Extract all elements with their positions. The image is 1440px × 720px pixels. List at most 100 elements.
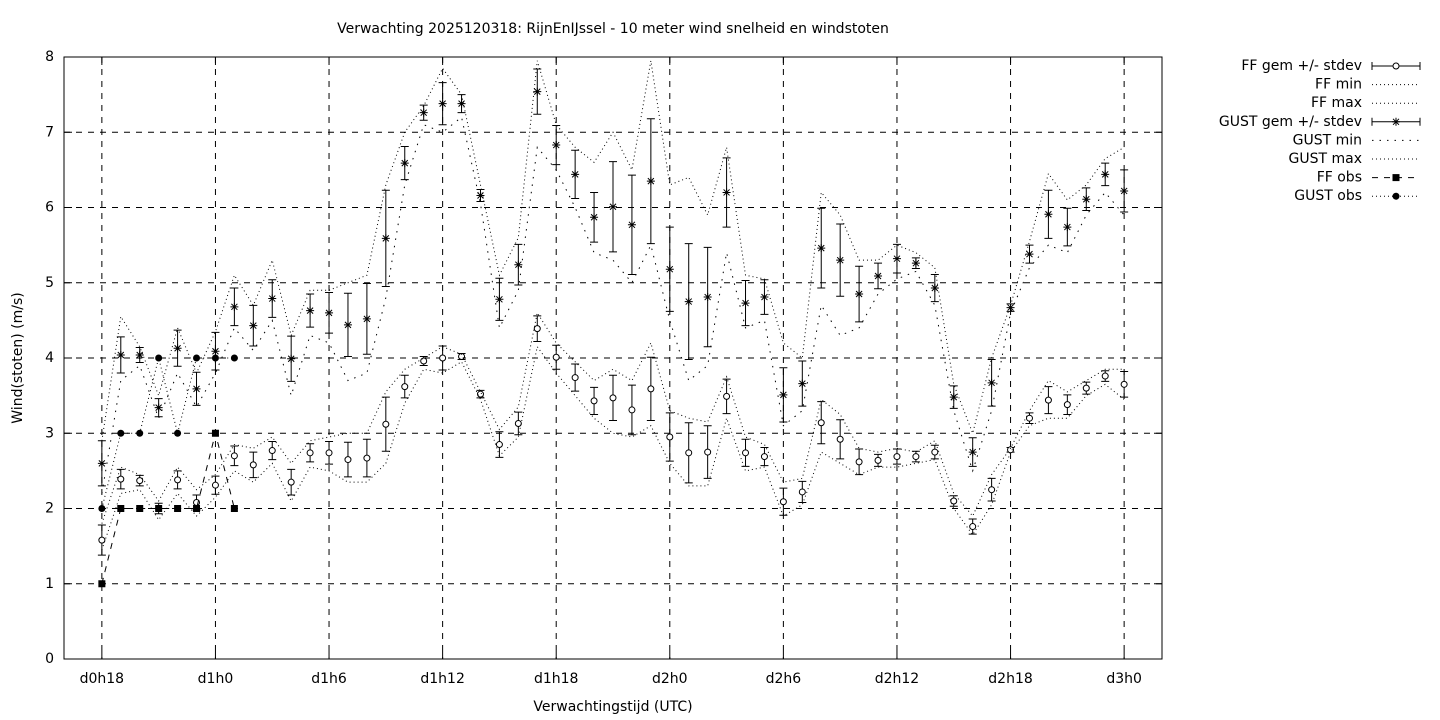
marker — [211, 354, 219, 362]
marker — [438, 99, 447, 108]
marker — [98, 505, 106, 512]
marker — [666, 433, 674, 441]
marker — [401, 383, 409, 391]
marker — [647, 385, 655, 393]
legend-label: GUST gem +/- stdev — [1219, 114, 1362, 130]
marker — [779, 498, 787, 506]
marker — [363, 454, 371, 462]
marker — [684, 297, 693, 306]
marker — [949, 393, 958, 402]
series-line — [101, 60, 1125, 441]
marker — [1063, 223, 1072, 232]
marker — [420, 357, 428, 365]
marker — [135, 350, 144, 359]
marker — [117, 505, 125, 512]
marker — [969, 523, 977, 531]
marker — [136, 505, 144, 512]
marker — [1392, 117, 1400, 126]
marker — [476, 390, 484, 398]
marker — [495, 295, 504, 304]
marker — [685, 449, 693, 457]
marker — [742, 449, 750, 457]
x-tick-label: d2h12 — [875, 671, 919, 687]
marker — [192, 384, 201, 393]
marker — [211, 481, 219, 489]
marker — [741, 299, 750, 308]
marker — [457, 99, 466, 108]
marker — [476, 191, 485, 200]
marker — [287, 478, 295, 486]
y-tick-label: 5 — [45, 275, 54, 291]
marker — [533, 87, 542, 96]
marker — [760, 453, 768, 461]
marker — [798, 488, 806, 496]
legend-label: GUST obs — [1294, 188, 1362, 204]
y-tick-label: 4 — [45, 350, 54, 366]
marker — [590, 213, 599, 222]
marker — [665, 265, 674, 274]
x-tick-label: d1h18 — [534, 671, 578, 687]
marker — [1007, 446, 1015, 454]
marker — [193, 505, 201, 512]
x-tick-label: d1h6 — [311, 671, 347, 687]
marker — [174, 476, 182, 484]
marker — [381, 234, 390, 243]
marker — [590, 397, 598, 405]
marker — [911, 259, 920, 268]
marker — [268, 294, 277, 303]
marker — [817, 419, 825, 427]
x-tick-label: d1h0 — [198, 671, 234, 687]
marker — [987, 378, 996, 387]
marker — [97, 459, 106, 468]
marker — [230, 354, 238, 362]
marker — [155, 505, 163, 512]
marker — [117, 475, 125, 483]
marker — [439, 354, 447, 362]
marker — [722, 188, 731, 197]
marker — [1044, 210, 1053, 219]
marker — [1392, 174, 1400, 182]
marker — [174, 429, 182, 437]
marker — [779, 390, 788, 399]
marker — [609, 394, 617, 402]
series-line — [101, 433, 235, 584]
marker — [552, 353, 560, 361]
marker — [703, 293, 712, 302]
marker — [495, 441, 503, 449]
x-axis-label: Verwachtingstijd (UTC) — [533, 699, 692, 715]
legend-label: GUST min — [1293, 132, 1362, 148]
marker — [1120, 186, 1129, 195]
marker — [268, 447, 276, 455]
marker — [116, 350, 125, 359]
marker — [931, 448, 939, 456]
marker — [968, 448, 977, 457]
marker — [173, 344, 182, 353]
legend-label: FF obs — [1317, 170, 1362, 186]
marker — [950, 497, 958, 505]
marker — [230, 302, 239, 311]
marker — [1025, 250, 1034, 259]
y-tick-label: 2 — [45, 501, 54, 517]
marker — [136, 477, 144, 485]
marker — [154, 403, 163, 412]
plot-frame — [63, 56, 1163, 660]
marker — [362, 314, 371, 323]
marker — [514, 260, 523, 269]
marker — [988, 486, 996, 494]
marker — [287, 354, 296, 363]
series-line — [101, 116, 1125, 494]
marker — [249, 321, 258, 330]
x-tick-label: d1h12 — [420, 671, 464, 687]
marker — [627, 220, 636, 229]
marker — [230, 505, 238, 512]
marker — [1101, 372, 1109, 380]
marker — [628, 406, 636, 414]
marker — [704, 448, 712, 456]
marker — [400, 159, 409, 168]
marker — [1044, 396, 1052, 404]
marker — [117, 429, 125, 437]
marker — [646, 177, 655, 186]
marker — [344, 456, 352, 464]
x-tick-label: d2h6 — [766, 671, 802, 687]
